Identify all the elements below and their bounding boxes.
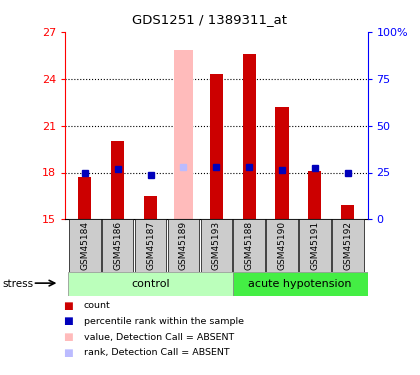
Text: GSM45184: GSM45184: [80, 221, 89, 270]
Bar: [210, 74, 223, 219]
Text: GDS1251 / 1389311_at: GDS1251 / 1389311_at: [132, 13, 288, 26]
Text: ■: ■: [63, 332, 73, 342]
Bar: [299, 219, 331, 272]
Text: ■: ■: [63, 316, 73, 326]
Text: GSM45190: GSM45190: [278, 221, 286, 270]
Text: count: count: [84, 301, 111, 310]
Bar: [266, 219, 298, 272]
Bar: [341, 206, 354, 219]
Text: GSM45188: GSM45188: [245, 221, 254, 270]
Bar: [68, 272, 233, 296]
Bar: [168, 219, 199, 272]
Text: rank, Detection Call = ABSENT: rank, Detection Call = ABSENT: [84, 348, 230, 357]
Bar: [233, 272, 368, 296]
Text: GSM45191: GSM45191: [310, 221, 319, 270]
Bar: [144, 196, 157, 219]
Text: ■: ■: [63, 348, 73, 358]
Bar: [308, 171, 321, 219]
Text: control: control: [131, 279, 170, 289]
Bar: [111, 141, 124, 219]
Bar: [234, 219, 265, 272]
Bar: [276, 107, 289, 219]
Text: percentile rank within the sample: percentile rank within the sample: [84, 317, 244, 326]
Bar: [332, 219, 364, 272]
Text: ■: ■: [63, 301, 73, 310]
Text: acute hypotension: acute hypotension: [248, 279, 352, 289]
Bar: [173, 50, 193, 219]
Text: GSM45193: GSM45193: [212, 221, 221, 270]
Text: stress: stress: [2, 279, 33, 289]
Bar: [135, 219, 166, 272]
Text: GSM45187: GSM45187: [146, 221, 155, 270]
Bar: [69, 219, 101, 272]
Text: value, Detection Call = ABSENT: value, Detection Call = ABSENT: [84, 333, 234, 342]
Bar: [102, 219, 134, 272]
Text: GSM45186: GSM45186: [113, 221, 122, 270]
Text: GSM45192: GSM45192: [343, 221, 352, 270]
Bar: [200, 219, 232, 272]
Text: GSM45189: GSM45189: [179, 221, 188, 270]
Bar: [78, 177, 92, 219]
Bar: [243, 54, 256, 219]
